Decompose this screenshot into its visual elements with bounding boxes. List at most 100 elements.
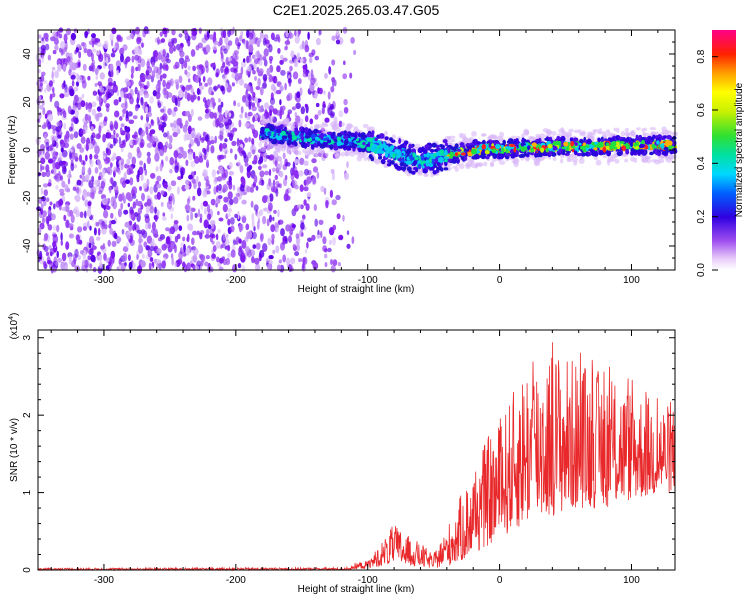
noise-speckle (108, 261, 111, 267)
noise-speckle (61, 252, 67, 262)
noise-speckle (295, 233, 300, 239)
noise-speckle (194, 212, 198, 219)
noise-speckle (160, 190, 165, 196)
noise-speckle (129, 96, 134, 105)
noise-speckle (151, 136, 156, 145)
noise-speckle (41, 171, 47, 178)
noise-speckle (332, 259, 338, 266)
noise-speckle (135, 66, 139, 72)
noise-speckle (306, 241, 309, 249)
noise-speckle (85, 174, 90, 181)
noise-speckle (279, 109, 285, 116)
noise-speckle (122, 252, 128, 262)
noise-speckle (64, 184, 69, 193)
noise-speckle (224, 138, 228, 143)
noise-speckle (102, 154, 106, 160)
noise-speckle (190, 87, 194, 94)
noise-speckle (76, 179, 82, 186)
noise-speckle (53, 203, 56, 210)
noise-speckle (105, 57, 109, 64)
noise-speckle (188, 78, 191, 83)
signal-halo (668, 130, 672, 136)
noise-speckle (131, 134, 137, 139)
noise-speckle (159, 234, 166, 240)
noise-speckle (154, 206, 157, 214)
noise-speckle (252, 244, 257, 250)
noise-speckle (136, 150, 142, 159)
noise-speckle (87, 220, 90, 229)
noise-speckle (327, 106, 333, 116)
noise-speckle (65, 241, 70, 250)
noise-speckle (190, 207, 196, 212)
noise-speckle (300, 106, 305, 115)
noise-speckle (73, 131, 79, 139)
noise-speckle (56, 121, 62, 127)
noise-speckle (222, 184, 228, 193)
noise-speckle (90, 62, 95, 72)
noise-speckle (157, 51, 162, 61)
signal-halo (306, 150, 312, 155)
noise-speckle (161, 145, 165, 151)
signal-halo (593, 156, 599, 161)
noise-speckle (202, 200, 208, 207)
noise-speckle (180, 170, 184, 180)
noise-speckle (118, 96, 122, 103)
noise-speckle (251, 102, 256, 108)
noise-speckle (243, 58, 246, 63)
signal-halo (577, 129, 582, 134)
signal-halo (667, 154, 675, 160)
noise-speckle (344, 172, 350, 181)
noise-speckle (167, 183, 171, 193)
noise-speckle (309, 82, 315, 92)
noise-speckle (346, 161, 349, 169)
noise-speckle (88, 242, 92, 249)
noise-speckle (55, 126, 61, 133)
noise-speckle (98, 254, 103, 262)
noise-speckle (103, 197, 109, 204)
noise-speckle (41, 99, 45, 107)
noise-speckle (125, 110, 129, 119)
noise-speckle (173, 106, 178, 112)
noise-speckle (218, 217, 224, 222)
noise-speckle (185, 84, 191, 91)
noise-speckle (185, 247, 190, 256)
noise-speckle (262, 82, 267, 89)
noise-speckle (184, 69, 188, 75)
noise-speckle (239, 165, 244, 174)
noise-speckle (242, 95, 247, 103)
noise-speckle (206, 190, 211, 195)
signal-halo (653, 159, 661, 165)
noise-speckle (311, 234, 316, 241)
noise-speckle (213, 112, 217, 119)
signal-halo (565, 134, 570, 140)
noise-speckle (99, 87, 105, 93)
noise-speckle (79, 211, 84, 218)
signal-cell (471, 155, 477, 160)
noise-speckle (296, 52, 301, 61)
noise-speckle (268, 74, 273, 83)
noise-speckle (146, 80, 150, 89)
noise-speckle (91, 48, 97, 53)
noise-speckle (60, 41, 66, 49)
signal-halo (470, 163, 478, 169)
noise-speckle (330, 168, 335, 174)
noise-speckle (166, 130, 170, 140)
noise-speckle (197, 69, 202, 78)
noise-speckle (162, 212, 166, 217)
noise-speckle (43, 123, 49, 128)
noise-speckle (256, 101, 260, 108)
noise-speckle (118, 161, 121, 165)
noise-speckle (266, 67, 271, 77)
noise-speckle (251, 212, 255, 222)
noise-speckle (314, 218, 319, 227)
noise-speckle (255, 263, 261, 272)
signal-halo (341, 122, 345, 127)
noise-speckle (251, 220, 255, 229)
noise-speckle (63, 122, 67, 130)
signal-halo (269, 115, 274, 121)
noise-speckle (210, 101, 213, 107)
noise-speckle (271, 233, 275, 241)
noise-speckle (84, 113, 89, 122)
noise-speckle (183, 60, 188, 69)
signal-halo (276, 145, 283, 151)
